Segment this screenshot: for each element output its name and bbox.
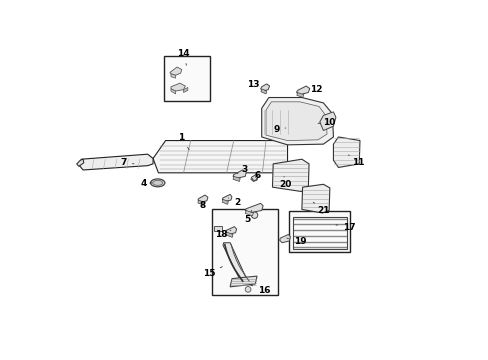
Circle shape [251, 212, 257, 219]
Ellipse shape [152, 180, 163, 185]
Text: 11: 11 [348, 155, 364, 167]
Text: 8: 8 [199, 201, 205, 210]
Text: 20: 20 [279, 176, 291, 189]
Polygon shape [319, 112, 335, 131]
Polygon shape [261, 98, 333, 145]
Polygon shape [265, 102, 326, 140]
Polygon shape [171, 74, 175, 78]
Polygon shape [198, 195, 207, 202]
Text: 16: 16 [250, 285, 270, 295]
Text: 21: 21 [313, 202, 329, 215]
Text: 1: 1 [178, 133, 189, 150]
Polygon shape [250, 175, 258, 181]
Bar [289, 211, 349, 252]
Text: 10: 10 [317, 118, 335, 127]
Text: 5: 5 [244, 211, 251, 224]
Polygon shape [301, 184, 329, 213]
Polygon shape [260, 84, 269, 91]
Polygon shape [296, 86, 309, 95]
Text: 13: 13 [246, 81, 265, 90]
Text: 15: 15 [202, 267, 222, 278]
Text: 2: 2 [228, 198, 240, 207]
Polygon shape [272, 159, 308, 192]
Text: 6: 6 [254, 171, 260, 180]
Polygon shape [171, 83, 185, 91]
Polygon shape [153, 140, 287, 173]
Bar [214, 226, 222, 231]
Text: 9: 9 [273, 125, 285, 134]
Circle shape [198, 150, 211, 163]
Polygon shape [225, 232, 233, 237]
Polygon shape [79, 154, 153, 170]
Polygon shape [261, 89, 266, 94]
Text: 12: 12 [303, 85, 322, 94]
Polygon shape [225, 226, 236, 234]
Polygon shape [230, 276, 257, 287]
Text: 14: 14 [177, 49, 189, 65]
Polygon shape [233, 176, 240, 181]
Polygon shape [171, 89, 175, 94]
Polygon shape [279, 234, 290, 243]
Polygon shape [244, 203, 263, 213]
Text: 19: 19 [286, 237, 306, 246]
Text: 7: 7 [120, 158, 134, 167]
Polygon shape [77, 159, 83, 166]
Ellipse shape [280, 108, 312, 134]
Polygon shape [233, 170, 246, 178]
Polygon shape [222, 199, 228, 204]
Circle shape [244, 287, 250, 292]
Polygon shape [198, 200, 204, 205]
Bar [163, 56, 210, 101]
Bar [211, 209, 277, 295]
Polygon shape [222, 194, 231, 202]
Text: 4: 4 [140, 179, 152, 188]
Polygon shape [244, 211, 253, 216]
Ellipse shape [285, 112, 307, 130]
Text: 18: 18 [214, 230, 230, 239]
Polygon shape [296, 93, 303, 98]
Polygon shape [333, 137, 359, 167]
Circle shape [257, 149, 264, 157]
Polygon shape [169, 67, 182, 75]
Polygon shape [223, 243, 247, 283]
Polygon shape [183, 87, 187, 93]
Ellipse shape [150, 179, 164, 187]
Text: 17: 17 [335, 223, 355, 232]
Circle shape [240, 152, 248, 161]
Text: 3: 3 [237, 165, 246, 174]
